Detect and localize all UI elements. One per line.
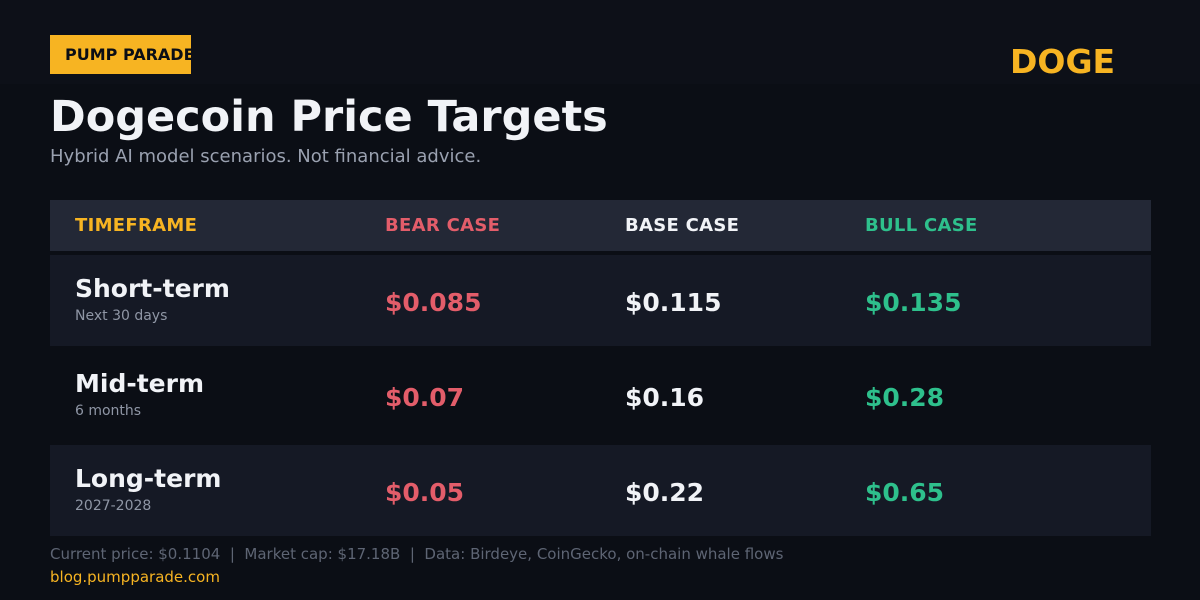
table-row-mid-term: Mid-term 6 months $0.07 $0.16 $0.28: [50, 350, 1151, 441]
header-base-case: BASE CASE: [625, 215, 740, 236]
header-timeframe: TIMEFRAME: [75, 215, 198, 236]
top-band: [0, 0, 1200, 84]
row-sublabel: Next 30 days: [75, 308, 168, 324]
footer-meta: Current price: $0.1104 | Market cap: $17…: [50, 545, 784, 563]
page-subtitle: Hybrid AI model scenarios. Not financial…: [50, 146, 482, 167]
bear-value: $0.085: [385, 288, 482, 317]
row-label: Short-term: [75, 274, 230, 303]
base-value: $0.22: [625, 478, 705, 507]
header-bull-case: BULL CASE: [865, 215, 978, 236]
bear-value: $0.05: [385, 478, 465, 507]
page-title: Dogecoin Price Targets: [50, 92, 608, 142]
header-bear-case: BEAR CASE: [385, 215, 501, 236]
table-header: TIMEFRAME BEAR CASE BASE CASE BULL CASE: [50, 200, 1151, 251]
bull-value: $0.65: [865, 478, 945, 507]
row-sublabel: 2027-2028: [75, 498, 152, 514]
base-value: $0.16: [625, 383, 705, 412]
brand-badge: PUMP PARADE: [50, 35, 191, 74]
ticker-symbol: DOGE: [1010, 42, 1116, 81]
table-row-short-term: Short-term Next 30 days $0.085 $0.115 $0…: [50, 255, 1151, 346]
base-value: $0.115: [625, 288, 722, 317]
bull-value: $0.28: [865, 383, 945, 412]
row-sublabel: 6 months: [75, 403, 142, 419]
bear-value: $0.07: [385, 383, 465, 412]
table-row-long-term: Long-term 2027-2028 $0.05 $0.22 $0.65: [50, 445, 1151, 536]
row-label: Mid-term: [75, 369, 205, 398]
bull-value: $0.135: [865, 288, 962, 317]
row-label: Long-term: [75, 464, 222, 493]
footer-url-link[interactable]: blog.pumpparade.com: [50, 568, 220, 586]
